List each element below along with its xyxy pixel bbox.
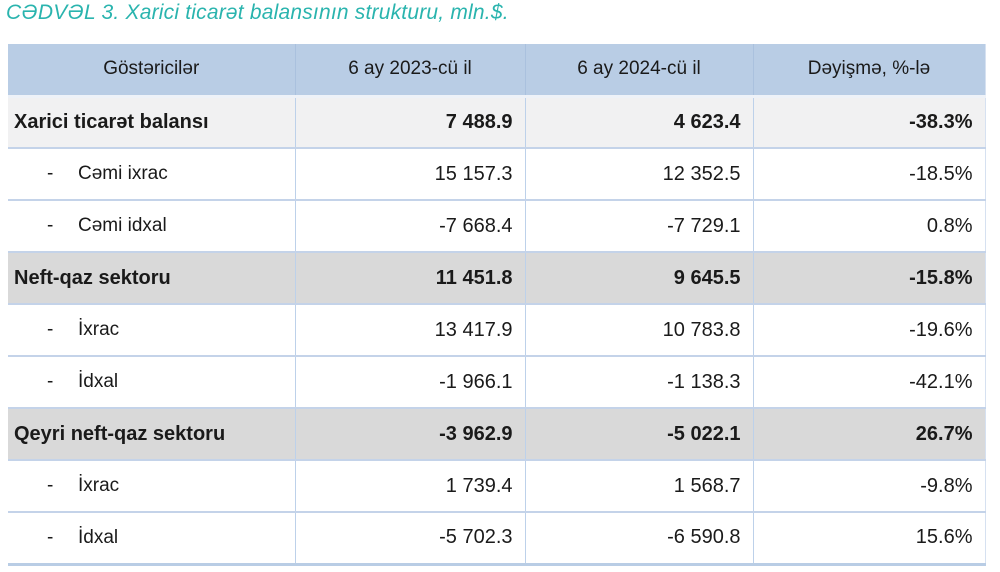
indicator-cell: - İdxal: [8, 511, 295, 564]
table-row: - İdxal -5 702.3 -6 590.8 15.6%: [8, 511, 986, 564]
indicator-cell: - İdxal: [8, 355, 295, 408]
table-row: - İdxal -1 966.1 -1 138.3 -42.1%: [8, 355, 986, 408]
table-row: Neft-qaz sektoru 11 451.8 9 645.5 -15.8%: [8, 251, 986, 304]
list-dash: -: [47, 475, 54, 496]
change-cell: 15.6%: [752, 511, 986, 564]
value-2024-cell: 9 645.5: [524, 251, 753, 304]
indicator-label: Cəmi ixrac: [78, 163, 168, 184]
change-cell: -42.1%: [752, 355, 986, 408]
indicator-cell: Qeyri neft-qaz sektoru: [8, 407, 295, 460]
page-title: CƏDVƏL 3. Xarici ticarət balansının stru…: [6, 1, 509, 24]
list-dash: -: [47, 215, 54, 236]
indicator-cell: - İxrac: [8, 459, 295, 512]
indicator-cell: - İxrac: [8, 303, 295, 356]
change-cell: -38.3%: [752, 96, 986, 148]
value-2024-cell: -6 590.8: [524, 511, 753, 564]
header-indicators: Göstəricilər: [8, 44, 295, 98]
indicator-label: İxrac: [78, 475, 120, 496]
indicator-cell: - Cəmi idxal: [8, 199, 295, 252]
value-2024-cell: -1 138.3: [524, 355, 753, 408]
change-cell: -15.8%: [752, 251, 986, 304]
indicator-label: Cəmi idxal: [78, 215, 167, 236]
value-2024-cell: -5 022.1: [524, 407, 753, 460]
change-cell: 0.8%: [752, 199, 986, 252]
value-2023-cell: 15 157.3: [294, 147, 525, 200]
value-2024-cell: -7 729.1: [524, 199, 753, 252]
table-body: Xarici ticarət balansı 7 488.9 4 623.4 -38.…: [8, 96, 986, 564]
table-row: - İxrac 13 417.9 10 783.8 -19.6%: [8, 303, 986, 356]
value-2023-cell: -7 668.4: [294, 199, 525, 252]
indicator-cell: Neft-qaz sektoru: [8, 251, 295, 304]
header-change: Dəyişmə, %-lə: [752, 44, 986, 98]
value-2024-cell: 12 352.5: [524, 147, 753, 200]
change-cell: -9.8%: [752, 459, 986, 512]
value-2023-cell: 1 739.4: [294, 459, 525, 512]
value-2024-cell: 4 623.4: [524, 96, 753, 148]
indicator-label: İdxal: [78, 371, 119, 392]
indicator-cell: - Cəmi ixrac: [8, 147, 295, 200]
change-cell: -18.5%: [752, 147, 986, 200]
list-dash: -: [47, 163, 54, 184]
list-dash: -: [47, 371, 54, 392]
trade-balance-table: Göstəricilər 6 ay 2023-cü il 6 ay 2024-c…: [8, 44, 986, 566]
header-row: Göstəricilər 6 ay 2023-cü il 6 ay 2024-c…: [8, 44, 986, 98]
header-2024: 6 ay 2024-cü il: [524, 44, 753, 98]
value-2023-cell: 11 451.8: [294, 251, 525, 304]
table-row: - Cəmi idxal -7 668.4 -7 729.1 0.8%: [8, 199, 986, 252]
table-header: Göstəricilər 6 ay 2023-cü il 6 ay 2024-c…: [8, 44, 986, 98]
indicator-cell: Xarici ticarət balansı: [14, 110, 209, 133]
header-2023: 6 ay 2023-cü il: [294, 44, 525, 98]
table-row: Qeyri neft-qaz sektoru -3 962.9 -5 022.1 26…: [8, 407, 986, 460]
change-cell: -19.6%: [752, 303, 986, 356]
value-2023-cell: -1 966.1: [294, 355, 525, 408]
table-row: - Cəmi ixrac 15 157.3 12 352.5 -18.5%: [8, 147, 986, 200]
change-cell: 26.7%: [752, 407, 986, 460]
list-dash: -: [47, 319, 54, 340]
table-row: Xarici ticarət balansı 7 488.9 4 623.4 -38.…: [8, 96, 986, 148]
value-2024-cell: 1 568.7: [524, 459, 753, 512]
value-2023-cell: -3 962.9: [294, 407, 525, 460]
indicator-label: İxrac: [78, 319, 120, 340]
value-2024-cell: 10 783.8: [524, 303, 753, 356]
table-row: - İxrac 1 739.4 1 568.7 -9.8%: [8, 459, 986, 512]
value-2023-cell: -5 702.3: [294, 511, 525, 564]
value-2023-cell: 13 417.9: [294, 303, 525, 356]
list-dash: -: [47, 526, 54, 548]
value-2023-cell: 7 488.9: [294, 96, 525, 148]
indicator-label: İdxal: [78, 526, 119, 548]
